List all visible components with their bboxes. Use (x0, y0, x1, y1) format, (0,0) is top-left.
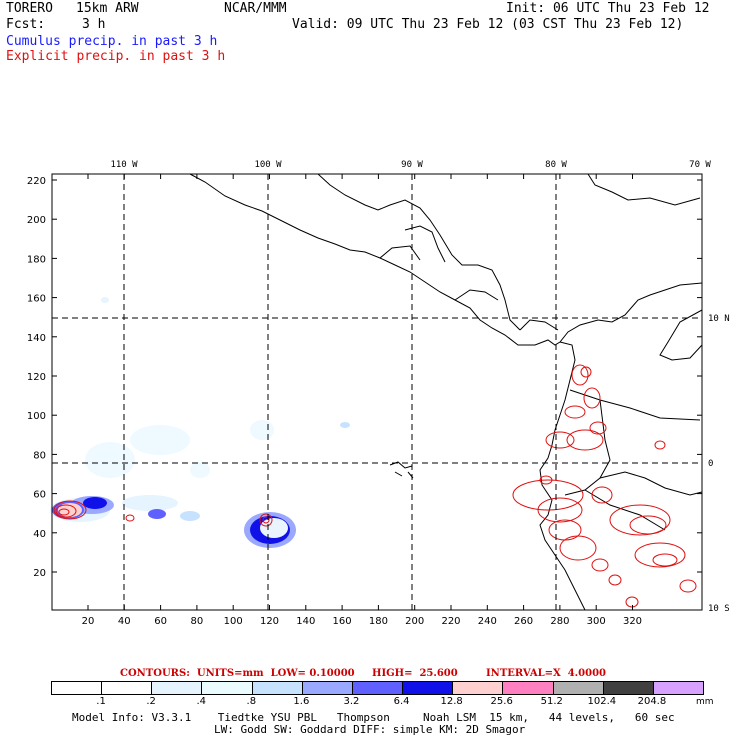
x-tick-label-300: 300 (587, 616, 606, 627)
x-tick-label-220: 220 (441, 616, 460, 627)
y-tick-label-200: 200 (27, 215, 46, 226)
x-tick-label-280: 280 (550, 616, 569, 627)
colorbar-label: .2 (146, 696, 156, 707)
colorbar-label: 3.2 (343, 696, 360, 707)
lon-label-0: 110 W (110, 160, 138, 170)
y-tick-label-140: 140 (27, 333, 46, 344)
y-tick-labels: 20 40 60 80 100 120 140 160 180 200 220 (27, 176, 46, 579)
colorbar (51, 681, 704, 695)
y-tick-label-160: 160 (27, 294, 46, 305)
model-org: NCAR/MMM (224, 1, 287, 16)
colorbar-swatch (102, 682, 153, 694)
colorbar-label: 12.8 (440, 696, 463, 707)
colorbar-label: .8 (246, 696, 257, 707)
y-tick-label-120: 120 (27, 372, 46, 383)
y-tick-label-40: 40 (33, 529, 46, 540)
colorbar-swatch (453, 682, 504, 694)
colorbar-swatch (553, 682, 604, 694)
lon-label-1: 100 W (254, 160, 282, 170)
cumulus-legend: Cumulus precip. in past 3 h (6, 34, 218, 49)
x-tick-label-240: 240 (478, 616, 497, 627)
x-tick-label-320: 320 (623, 616, 642, 627)
colorbar-label: 51.2 (540, 696, 563, 707)
lon-label-4: 70 W (689, 160, 711, 170)
x-tick-label-140: 140 (296, 616, 315, 627)
contour-interval: INTERVAL=X 4.0000 (486, 668, 606, 679)
colorbar-swatch (352, 682, 404, 694)
x-tick-label-100: 100 (224, 616, 243, 627)
colorbar-swatch (503, 682, 554, 694)
lon-label-2: 90 W (401, 160, 423, 170)
y-tick-label-100: 100 (27, 411, 46, 422)
x-tick-label-260: 260 (514, 616, 533, 627)
x-tick-label-160: 160 (333, 616, 352, 627)
contour-high: HIGH= 25.600 (372, 668, 458, 679)
model-resolution: 15km ARW (76, 1, 139, 16)
colorbar-label: 102.4 (587, 696, 617, 707)
forecast-hour: 3 h (82, 17, 106, 32)
map-frame (51, 173, 703, 611)
lat-lon-grid (52, 174, 702, 610)
colorbar-label: 1.6 (293, 696, 310, 707)
colorbar-unit: mm (696, 697, 714, 707)
x-tick-label-60: 60 (154, 616, 167, 627)
y-tick-label-20: 20 (33, 568, 46, 579)
x-tick-label-180: 180 (369, 616, 388, 627)
colorbar-swatch (603, 682, 654, 694)
cumulus-shading (50, 297, 350, 548)
lon-labels: 110 W 100 W 90 W 80 W 70 W (110, 160, 711, 170)
colorbar-swatch (152, 682, 203, 694)
model-info-line2: LW: Godd SW: Goddard DIFF: simple KM: 2D… (214, 723, 526, 736)
y-tick-label-220: 220 (27, 176, 46, 187)
init-time: Init: 06 UTC Thu 23 Feb 12 (506, 1, 710, 16)
colorbar-swatch (653, 682, 704, 694)
lat-labels: 10 N 0 10 S (708, 314, 730, 614)
x-tick-labels: 20 40 60 80 100 120 140 160 180 200 220 240 260 280 30… (82, 616, 642, 627)
explicit-contours (53, 364, 697, 608)
colorbar-swatch (403, 682, 454, 694)
colorbar-label: .4 (196, 696, 206, 707)
colorbar-label: 25.6 (490, 696, 513, 707)
lat-label-2: 10 S (708, 604, 730, 614)
lon-label-3: 80 W (545, 160, 567, 170)
y-tick-label-60: 60 (33, 490, 46, 501)
y-tick-label-80: 80 (33, 450, 46, 461)
colorbar-label: 6.4 (393, 696, 410, 707)
colorbar-swatch (302, 682, 353, 694)
contour-units: CONTOURS: UNITS=mm LOW= 0.10000 (120, 668, 355, 679)
colorbar-label: .1 (96, 696, 106, 707)
colorbar-labels: .1 .2 .4 .8 1.6 3.2 6.4 12.8 25.6 51.2 102.4 204.8 (0, 696, 740, 708)
colorbar-swatch (202, 682, 253, 694)
forecast-label: Fcst: (6, 17, 46, 32)
x-tick-label-120: 120 (260, 616, 279, 627)
x-tick-label-80: 80 (191, 616, 204, 627)
x-tick-label-40: 40 (118, 616, 131, 627)
coastlines (189, 173, 703, 611)
colorbar-label: 204.8 (637, 696, 667, 707)
model-info-line1: Model Info: V3.3.1 Tiedtke YSU PBL Thomp… (72, 711, 675, 724)
lat-label-0: 10 N (708, 314, 730, 324)
colorbar-swatch (52, 682, 103, 694)
explicit-legend: Explicit precip. in past 3 h (6, 49, 226, 64)
x-tick-label-200: 200 (405, 616, 424, 627)
colorbar-swatch (252, 682, 303, 694)
lat-label-1: 0 (708, 459, 713, 469)
x-tick-label-20: 20 (82, 616, 95, 627)
y-tick-label-180: 180 (27, 254, 46, 265)
model-name: TORERO (6, 1, 53, 16)
valid-time: Valid: 09 UTC Thu 23 Feb 12 (03 CST Thu … (292, 17, 684, 32)
